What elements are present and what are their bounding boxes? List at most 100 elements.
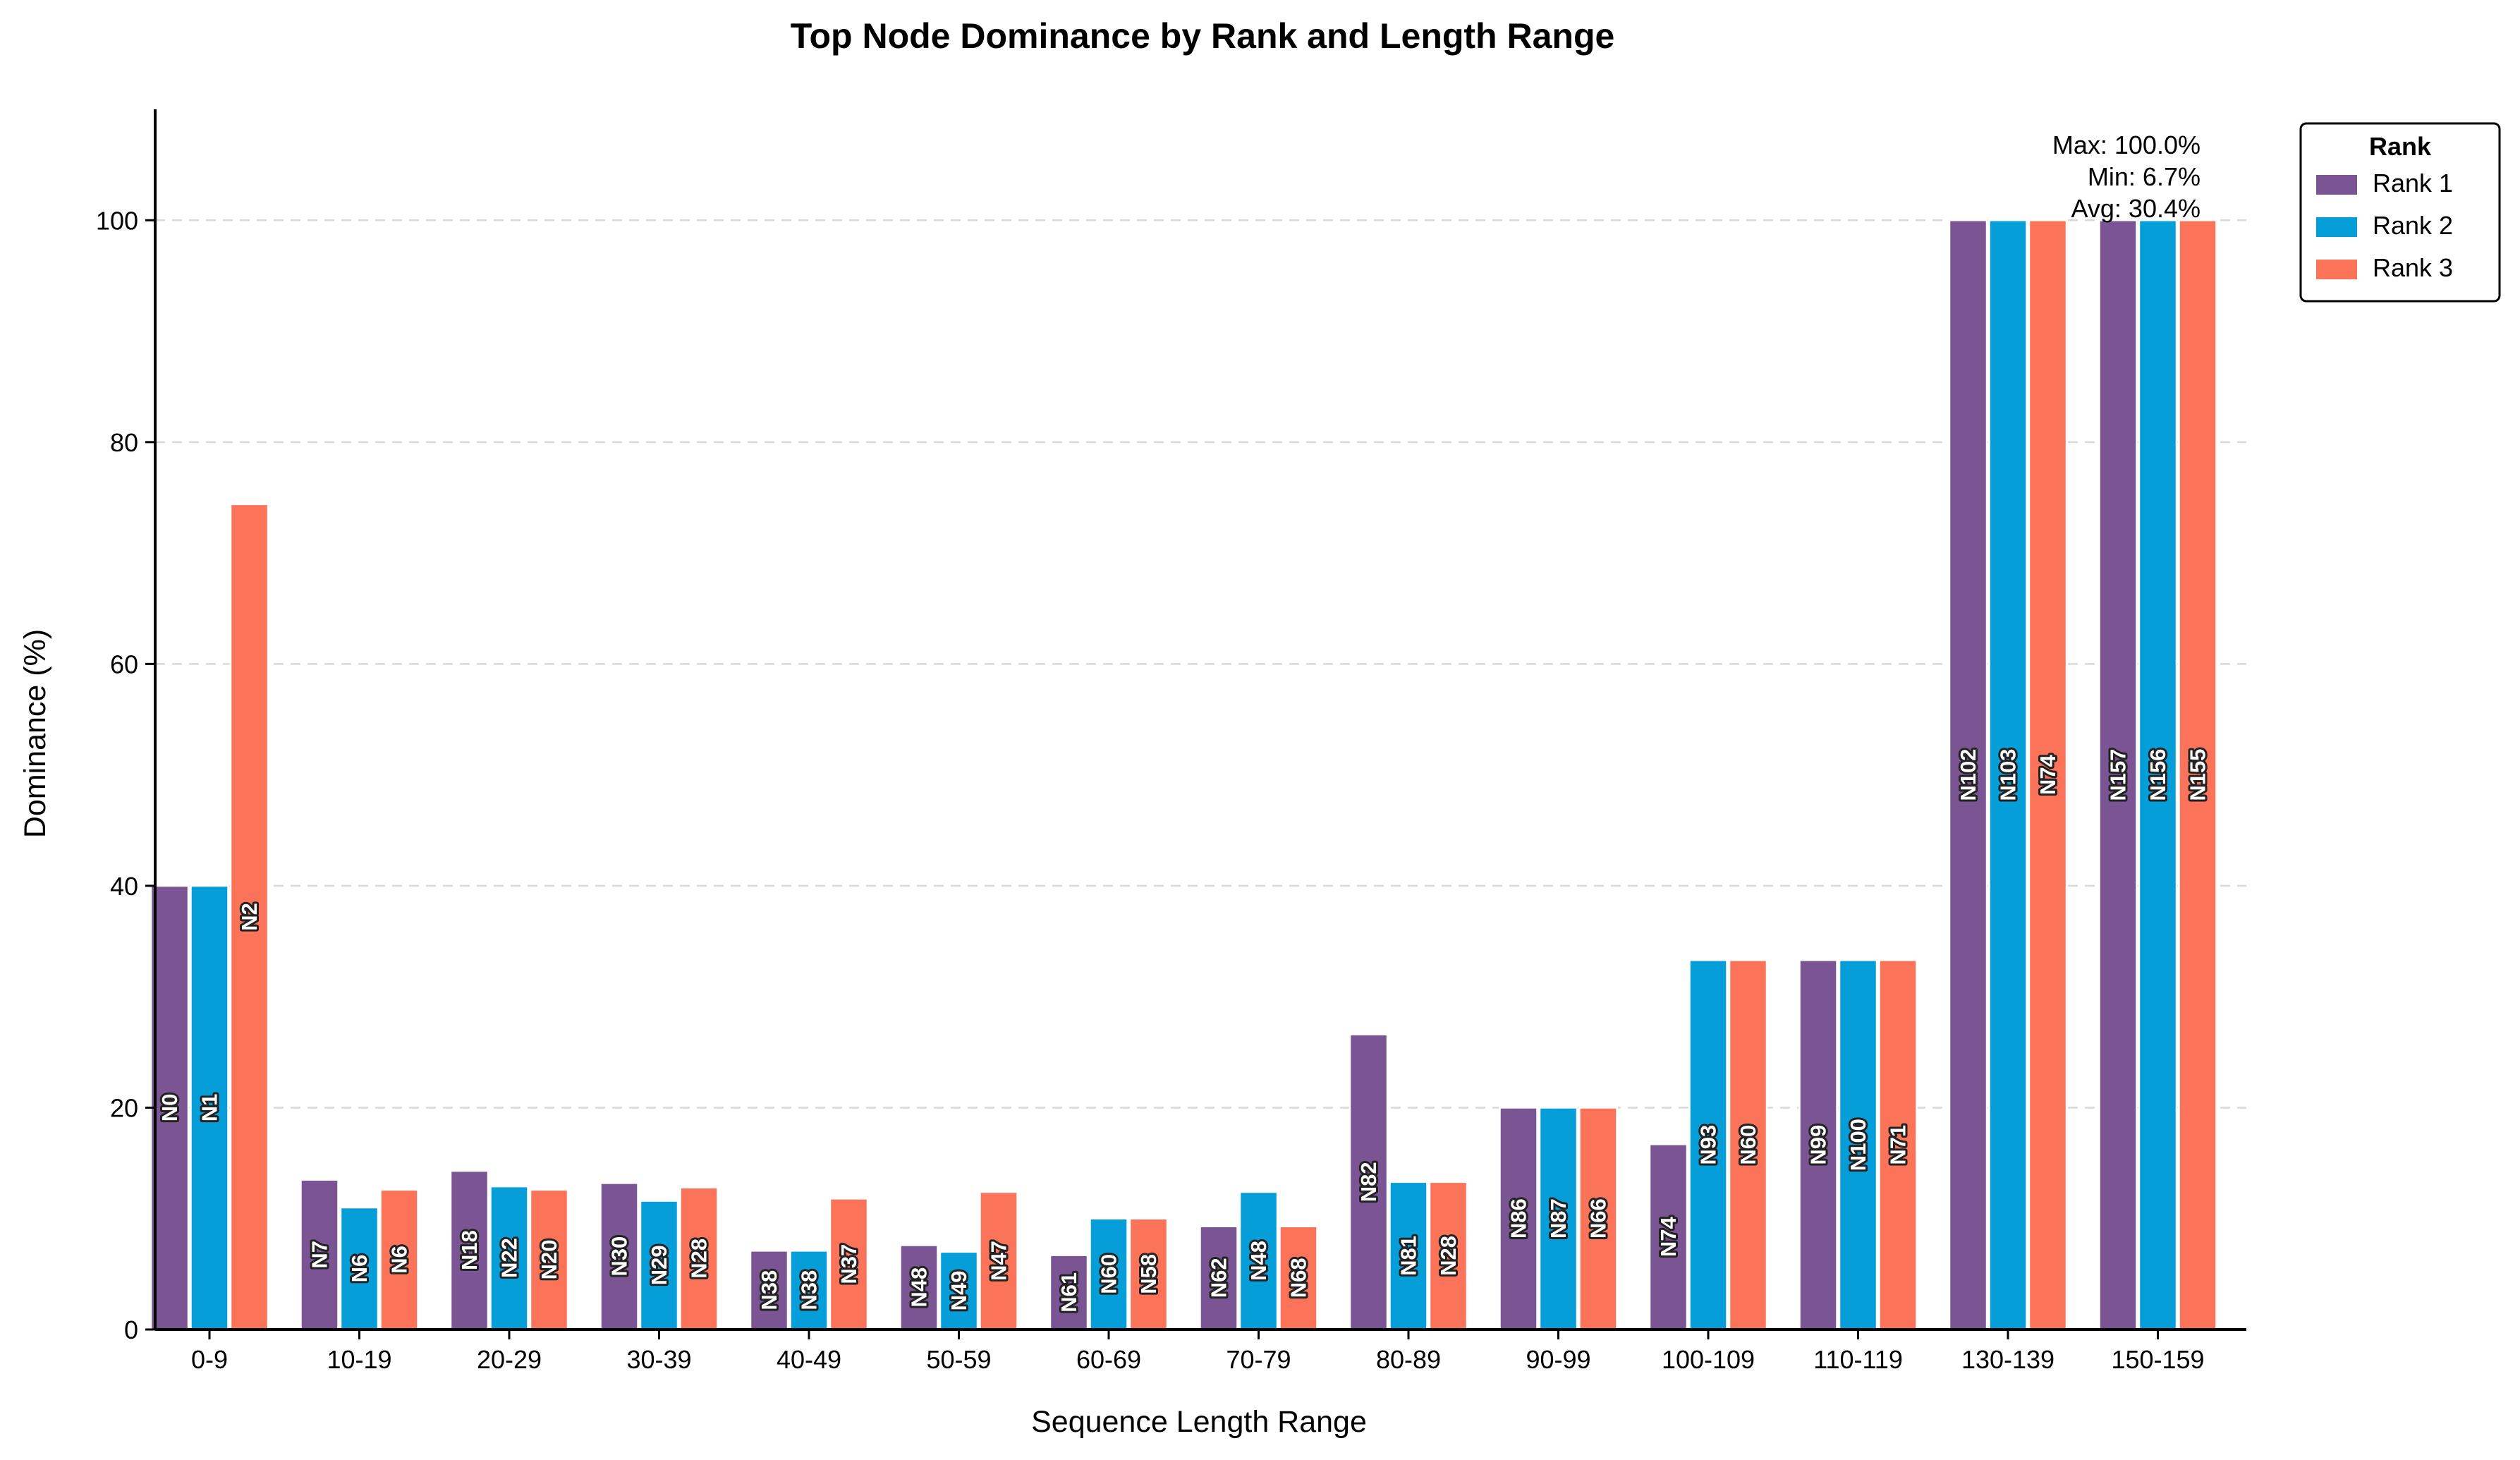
bar-2-3 <box>639 1200 679 1331</box>
bar-label-text: N28 <box>687 1239 712 1279</box>
x-tick-label: 100-109 <box>1662 1345 1755 1374</box>
bar-label: N7 <box>305 1239 334 1271</box>
legend-items: Rank 1 Rank 2 Rank 3 <box>2316 169 2453 282</box>
bar-label: N93 <box>1694 1123 1723 1167</box>
bar-label: N20 <box>535 1237 564 1282</box>
bar-label: N48 <box>905 1265 934 1310</box>
grid-lines <box>155 219 2246 1109</box>
bar-label: N6 <box>385 1243 414 1276</box>
bar-label: N0 <box>155 1092 184 1124</box>
bar-label: N47 <box>985 1239 1014 1283</box>
bar-label: N60 <box>1095 1252 1124 1296</box>
bar-label-text: N2 <box>237 903 262 931</box>
y-tick-label: 80 <box>110 428 138 457</box>
x-tick-label: 110-119 <box>1813 1345 1903 1374</box>
bar-label-text: N155 <box>2186 749 2210 801</box>
bar-2-6 <box>1089 1217 1128 1331</box>
stats-avg: Avg: 30.4% <box>2071 194 2201 223</box>
bar-label-text: N38 <box>757 1270 781 1310</box>
bar-label-text: N82 <box>1356 1162 1381 1202</box>
bar-label: N99 <box>1804 1123 1833 1167</box>
bar-1-10 <box>1648 1143 1688 1331</box>
bar-label-text: N87 <box>1546 1198 1571 1239</box>
legend-label-rank-3: Rank 3 <box>2373 253 2453 282</box>
x-tick-label: 150-159 <box>2111 1345 2204 1374</box>
bar-3-8 <box>1428 1181 1468 1331</box>
bar-label-text: N157 <box>2106 749 2131 801</box>
bar-label-text: N81 <box>1396 1236 1421 1276</box>
bar-label-text: N7 <box>308 1241 332 1269</box>
bar-label: N38 <box>755 1268 784 1313</box>
bar-1-6 <box>1049 1254 1089 1331</box>
bar-label-text: N20 <box>537 1239 561 1279</box>
bar-3-13 <box>2178 219 2217 1331</box>
bar-label: N86 <box>1504 1196 1533 1241</box>
bar-label: N100 <box>1844 1117 1873 1173</box>
legend: Rank Rank 1 Rank 2 Rank 3 <box>2299 122 2501 303</box>
bar-label: N37 <box>834 1242 863 1286</box>
bar-label-text: N60 <box>1736 1125 1760 1165</box>
bar-label: N28 <box>1434 1234 1463 1278</box>
bar-label: N62 <box>1205 1255 1234 1300</box>
bar-label: N102 <box>1954 747 1983 803</box>
bar-label: N48 <box>1244 1239 1273 1283</box>
bar-1-5 <box>899 1244 939 1331</box>
bar-label-text: N22 <box>497 1238 522 1278</box>
x-axis-label: Sequence Length Range <box>1031 1405 1367 1439</box>
bar-1-9 <box>1499 1107 1538 1331</box>
axes <box>145 109 2246 1339</box>
bar-label: N103 <box>1994 747 2023 803</box>
bar-label: N28 <box>685 1236 714 1281</box>
bar-label: N58 <box>1134 1252 1163 1296</box>
bar-label-text: N47 <box>987 1241 1011 1281</box>
x-tick-label: 60-69 <box>1076 1345 1141 1374</box>
bar-label-text: N71 <box>1886 1125 1911 1165</box>
bar-label: N68 <box>1284 1255 1313 1300</box>
legend-box <box>2299 122 2501 303</box>
legend-swatch-rank-2 <box>2316 217 2357 237</box>
bar-label: N29 <box>645 1243 674 1287</box>
bar-label-text: N68 <box>1286 1258 1311 1298</box>
x-tick-label: 40-49 <box>777 1345 841 1374</box>
bar-3-3 <box>679 1186 719 1331</box>
legend-swatch-rank-1 <box>2316 175 2357 195</box>
legend-label-rank-2: Rank 2 <box>2373 211 2453 240</box>
bar-label: N71 <box>1884 1123 1913 1167</box>
bar-label: N87 <box>1544 1196 1573 1241</box>
x-tick-label: 70-79 <box>1226 1345 1291 1374</box>
bar-label-text: N102 <box>1956 749 1980 801</box>
bar-2-8 <box>1389 1181 1428 1331</box>
bar-label-text: N18 <box>457 1230 482 1270</box>
bar-label-text: N0 <box>157 1094 182 1122</box>
bar-label: N1 <box>195 1092 224 1124</box>
bar-2-7 <box>1238 1191 1279 1331</box>
bar-label: N38 <box>795 1268 824 1313</box>
bar-label: N157 <box>2104 747 2133 803</box>
bar-3-11 <box>1878 959 1918 1331</box>
y-tick-label: 40 <box>110 872 138 901</box>
bar-1-13 <box>2098 219 2138 1331</box>
bar-label-text: N74 <box>2035 754 2060 795</box>
bar-1-3 <box>599 1182 639 1331</box>
bar-1-7 <box>1199 1225 1238 1331</box>
bar-label-text: N103 <box>1996 749 2021 801</box>
bar-label: N66 <box>1584 1196 1613 1241</box>
bar-3-7 <box>1279 1225 1318 1331</box>
bar-label: N49 <box>944 1269 973 1313</box>
bar-3-5 <box>979 1191 1018 1331</box>
bar-label: N61 <box>1054 1270 1083 1315</box>
bars <box>150 219 2217 1331</box>
bar-label-text: N1 <box>197 1094 222 1122</box>
x-tick-label: 90-99 <box>1526 1345 1590 1374</box>
y-tick-label: 60 <box>110 650 138 679</box>
bar-label: N74 <box>1654 1214 1683 1259</box>
bar-3-10 <box>1728 959 1768 1331</box>
tick-labels: 0 20 40 60 80 100 0-9 10-19 20-29 30-39 40-49 50-59… <box>96 206 2205 1374</box>
bar-label-text: N38 <box>797 1270 822 1310</box>
bar-2-5 <box>939 1251 979 1331</box>
bar-label-text: N48 <box>1246 1241 1271 1281</box>
bar-label-text: N49 <box>946 1271 971 1311</box>
bar-label-text: N66 <box>1586 1198 1611 1239</box>
bar-1-12 <box>1948 219 1988 1331</box>
bar-3-9 <box>1578 1107 1618 1331</box>
